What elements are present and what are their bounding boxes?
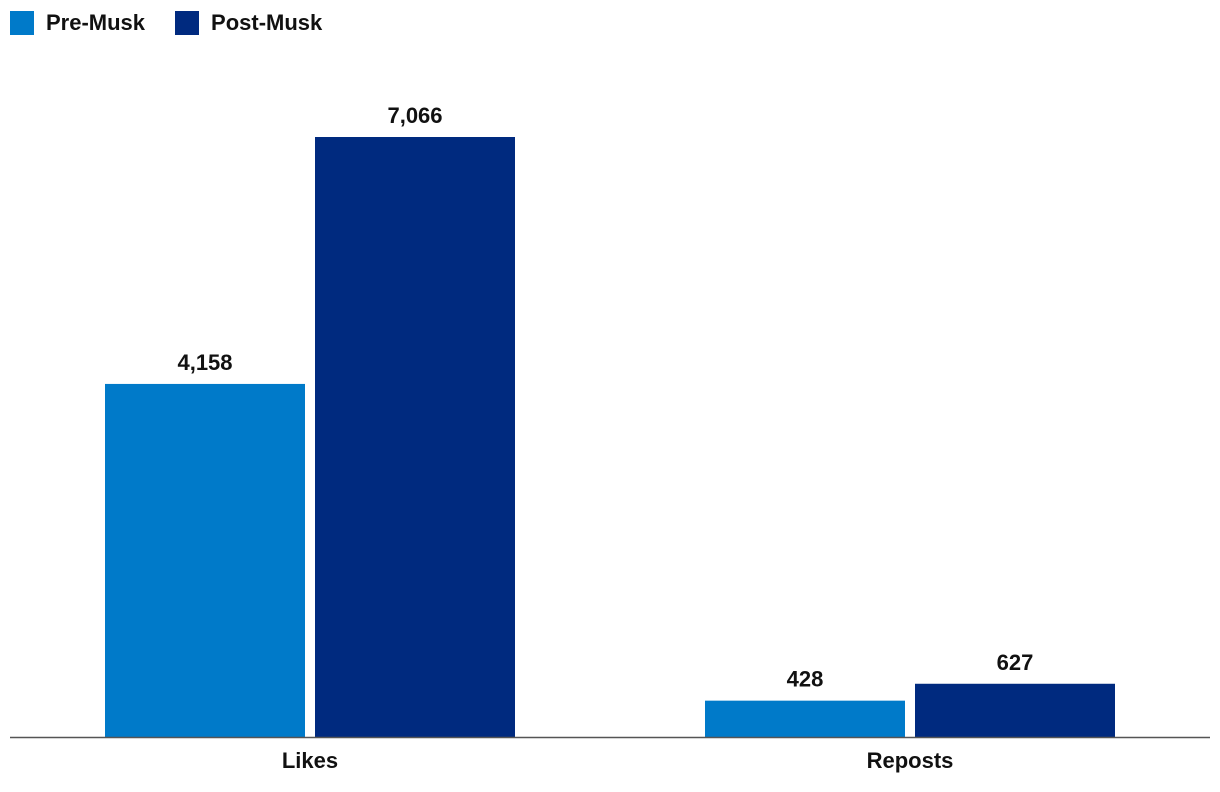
value-label-likes-pre-musk: 4,158 [177, 350, 232, 375]
legend: Pre-Musk Post-Musk [10, 8, 352, 38]
bar-likes-post-musk [315, 137, 515, 737]
bar-reposts-pre-musk [705, 700, 905, 737]
legend-swatch-pre-musk [10, 11, 34, 35]
legend-item-post-musk: Post-Musk [175, 10, 322, 36]
legend-item-pre-musk: Pre-Musk [10, 10, 145, 36]
legend-swatch-post-musk [175, 11, 200, 35]
value-label-likes-post-musk: 7,066 [387, 103, 442, 128]
value-label-reposts-post-musk: 627 [997, 650, 1034, 675]
category-label-reposts: Reposts [867, 748, 954, 773]
bar-reposts-post-musk [915, 683, 1115, 737]
value-label-reposts-pre-musk: 428 [787, 667, 824, 692]
category-label-likes: Likes [282, 748, 338, 773]
legend-label-post-musk: Post-Musk [211, 10, 323, 35]
legend-label-pre-musk: Pre-Musk [46, 10, 146, 35]
bar-likes-pre-musk [105, 383, 305, 737]
